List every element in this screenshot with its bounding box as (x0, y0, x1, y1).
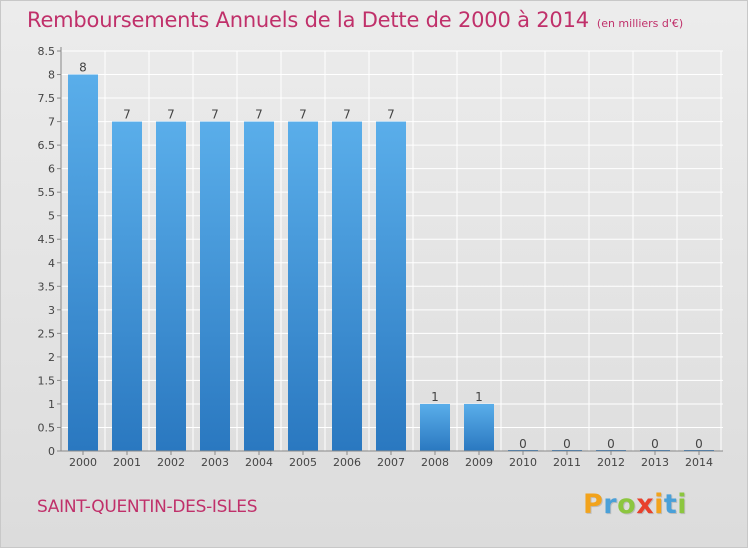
data-labels: 8 7 7 7 7 7 7 7 1 1 0 0 0 0 0 (79, 61, 703, 451)
y-tick-label: 5 (48, 210, 55, 223)
axes: 0 0.5 1 1.5 2 2.5 3 3.5 4 4.5 5 5.5 6 6.5 7 7.5 8 8.5 2000… (38, 45, 723, 469)
bar (332, 121, 362, 452)
data-label: 8 (79, 61, 87, 75)
x-tick-label: 2009 (465, 456, 493, 469)
commune-name: SAINT-QUENTIN-DES-ISLES (37, 497, 258, 517)
chart-subtitle: (en milliers d'€) (596, 17, 684, 30)
data-label: 7 (211, 108, 219, 122)
y-tick-label: 8 (48, 69, 55, 82)
data-label: 0 (695, 437, 703, 451)
chart-header: Remboursements Annuels de la Dette de 20… (27, 8, 683, 32)
bar (420, 403, 450, 451)
logo-letter: r (603, 489, 618, 520)
data-label: 1 (475, 390, 483, 404)
logo-letter: t (663, 489, 678, 520)
x-tick-label: 2013 (641, 456, 669, 469)
y-tick-label: 3 (48, 304, 55, 317)
y-tick-label: 7 (48, 116, 55, 129)
y-tick-label: 1 (48, 398, 55, 411)
data-label: 1 (431, 390, 439, 404)
logo-letter: i (654, 489, 664, 520)
bar (200, 121, 230, 452)
y-tick-label: 6 (48, 163, 55, 176)
data-label: 0 (519, 437, 527, 451)
bar (244, 121, 274, 452)
bar (464, 403, 494, 451)
data-label: 0 (607, 437, 615, 451)
x-tick-label: 2003 (201, 456, 229, 469)
bar (288, 121, 318, 452)
x-tick-label: 2012 (597, 456, 625, 469)
bar (68, 74, 98, 451)
y-tick-label: 0 (48, 445, 55, 458)
proxiti-logo: Proxiti (583, 489, 687, 520)
x-tick-label: 2005 (289, 456, 317, 469)
x-tick-label: 2008 (421, 456, 449, 469)
logo-letter: P (583, 489, 604, 520)
y-tick-label: 2.5 (38, 327, 56, 340)
data-label: 7 (167, 108, 175, 122)
x-tick-label: 2000 (69, 456, 97, 469)
y-tick-label: 6.5 (38, 139, 56, 152)
logo-letter: o (617, 489, 637, 520)
x-tick-label: 2007 (377, 456, 405, 469)
chart-title: Remboursements Annuels de la Dette de 20… (27, 8, 589, 32)
logo-letter: x (636, 489, 655, 520)
data-label: 7 (255, 108, 263, 122)
data-label: 0 (563, 437, 571, 451)
x-tick-label: 2002 (157, 456, 185, 469)
bar (112, 121, 142, 452)
y-tick-label: 1.5 (38, 374, 56, 387)
bars (68, 74, 714, 452)
y-tick-label: 4 (48, 257, 55, 270)
bar (156, 121, 186, 452)
y-tick-label: 7.5 (38, 92, 56, 105)
y-tick-label: 4.5 (38, 233, 56, 246)
data-label: 0 (651, 437, 659, 451)
data-label: 7 (299, 108, 307, 122)
data-label: 7 (387, 108, 395, 122)
data-label: 7 (123, 108, 131, 122)
bar (376, 121, 406, 452)
x-tick-label: 2010 (509, 456, 537, 469)
x-tick-label: 2001 (113, 456, 141, 469)
y-tick-label: 8.5 (38, 45, 56, 58)
y-tick-label: 0.5 (38, 421, 56, 434)
x-tick-label: 2011 (553, 456, 581, 469)
y-tick-label: 2 (48, 351, 55, 364)
y-tick-label: 5.5 (38, 186, 56, 199)
data-label: 7 (343, 108, 351, 122)
logo-letter: i (677, 489, 688, 520)
x-tick-label: 2014 (685, 456, 713, 469)
x-tick-label: 2006 (333, 456, 361, 469)
y-tick-label: 3.5 (38, 280, 56, 293)
x-tick-label: 2004 (245, 456, 273, 469)
